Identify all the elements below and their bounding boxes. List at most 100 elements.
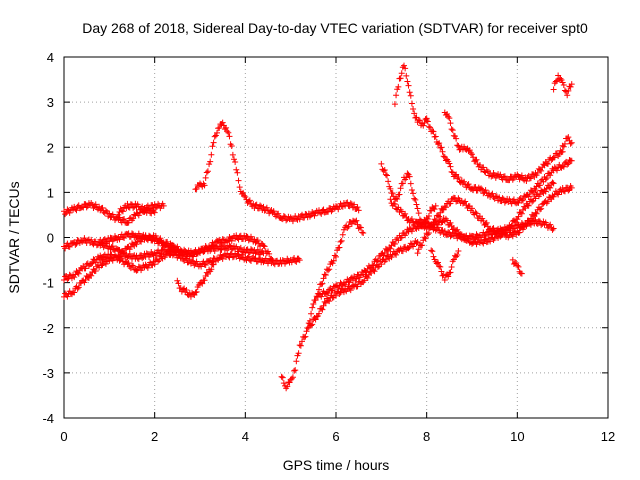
data-point — [210, 139, 217, 146]
data-point — [224, 250, 231, 257]
data-point — [544, 198, 551, 205]
data-point — [279, 374, 286, 381]
data-point — [435, 259, 441, 266]
data-point — [507, 224, 514, 231]
data-point — [135, 263, 142, 270]
data-point — [260, 259, 267, 266]
data-point — [151, 209, 158, 216]
data-point — [293, 258, 300, 265]
data-point — [520, 196, 526, 203]
data-point — [424, 118, 431, 125]
data-point — [359, 229, 366, 236]
data-point — [133, 241, 140, 248]
data-point — [447, 200, 454, 207]
data-point — [275, 210, 282, 217]
data-point — [243, 233, 250, 240]
data-point — [92, 268, 99, 275]
data-point — [116, 236, 123, 243]
data-point — [201, 261, 208, 268]
data-point — [166, 251, 173, 258]
x-tick-label: 4 — [242, 429, 249, 444]
data-point — [336, 291, 343, 298]
data-point — [473, 156, 480, 163]
data-point — [214, 129, 220, 136]
data-point — [436, 140, 443, 147]
data-point — [302, 333, 309, 340]
data-point — [537, 206, 543, 213]
data-point — [147, 233, 154, 240]
data-point — [115, 253, 122, 260]
data-point — [207, 158, 214, 165]
data-point — [310, 300, 317, 307]
data-point — [370, 262, 377, 269]
data-point — [514, 262, 521, 269]
data-point — [118, 255, 125, 262]
data-point — [253, 201, 260, 208]
data-point — [542, 188, 549, 195]
data-point — [439, 148, 446, 155]
data-point — [453, 135, 460, 142]
data-point — [559, 148, 566, 155]
data-point — [424, 215, 431, 222]
data-point — [557, 75, 564, 82]
data-point — [336, 244, 343, 251]
y-axis-label: SDTVAR / TECUs — [6, 181, 22, 293]
data-point — [427, 124, 434, 131]
data-points — [61, 62, 575, 392]
data-point — [342, 281, 349, 288]
data-point — [480, 164, 487, 171]
data-point — [211, 242, 218, 249]
data-point — [338, 237, 345, 244]
data-point — [523, 177, 530, 184]
data-point — [430, 221, 437, 228]
data-point — [568, 157, 575, 164]
data-point — [224, 128, 231, 135]
x-tick-label: 12 — [601, 429, 615, 444]
data-point — [292, 367, 299, 374]
data-point — [559, 79, 566, 86]
x-tick-labels: 0 2 4 6 8 10 12 — [60, 429, 615, 444]
data-point — [287, 214, 294, 221]
data-point — [430, 253, 437, 260]
data-point — [351, 201, 358, 208]
data-point — [518, 172, 525, 179]
data-point — [395, 83, 402, 90]
data-point — [320, 275, 327, 282]
data-point — [208, 266, 215, 273]
data-point — [130, 262, 137, 269]
data-point — [121, 235, 128, 242]
y-tick-label: 3 — [47, 95, 54, 110]
data-point — [408, 186, 415, 193]
data-point — [269, 257, 276, 264]
data-point — [402, 65, 409, 72]
data-point — [454, 226, 461, 233]
data-point — [549, 226, 556, 233]
data-point — [425, 123, 432, 130]
data-point — [525, 193, 532, 200]
data-point — [405, 82, 412, 89]
data-point — [193, 251, 200, 258]
data-point — [219, 119, 226, 126]
data-point — [391, 241, 398, 248]
data-point — [64, 275, 71, 282]
data-point — [121, 215, 128, 222]
data-point — [201, 277, 208, 284]
data-point — [510, 196, 517, 203]
data-point — [382, 256, 389, 263]
y-tick-label: 1 — [47, 185, 54, 200]
data-point — [393, 251, 400, 258]
data-point — [387, 196, 394, 203]
data-point — [381, 249, 388, 256]
chart-title: Day 268 of 2018, Sidereal Day-to-day VTE… — [82, 20, 588, 36]
data-point — [385, 178, 392, 185]
data-point — [170, 244, 177, 251]
data-point — [193, 185, 200, 192]
data-point — [404, 78, 411, 85]
data-point — [414, 250, 421, 257]
data-point — [223, 124, 230, 131]
data-point — [428, 247, 435, 254]
data-point — [550, 225, 557, 232]
data-point — [73, 207, 80, 214]
data-point — [129, 230, 135, 237]
data-point — [527, 175, 534, 182]
